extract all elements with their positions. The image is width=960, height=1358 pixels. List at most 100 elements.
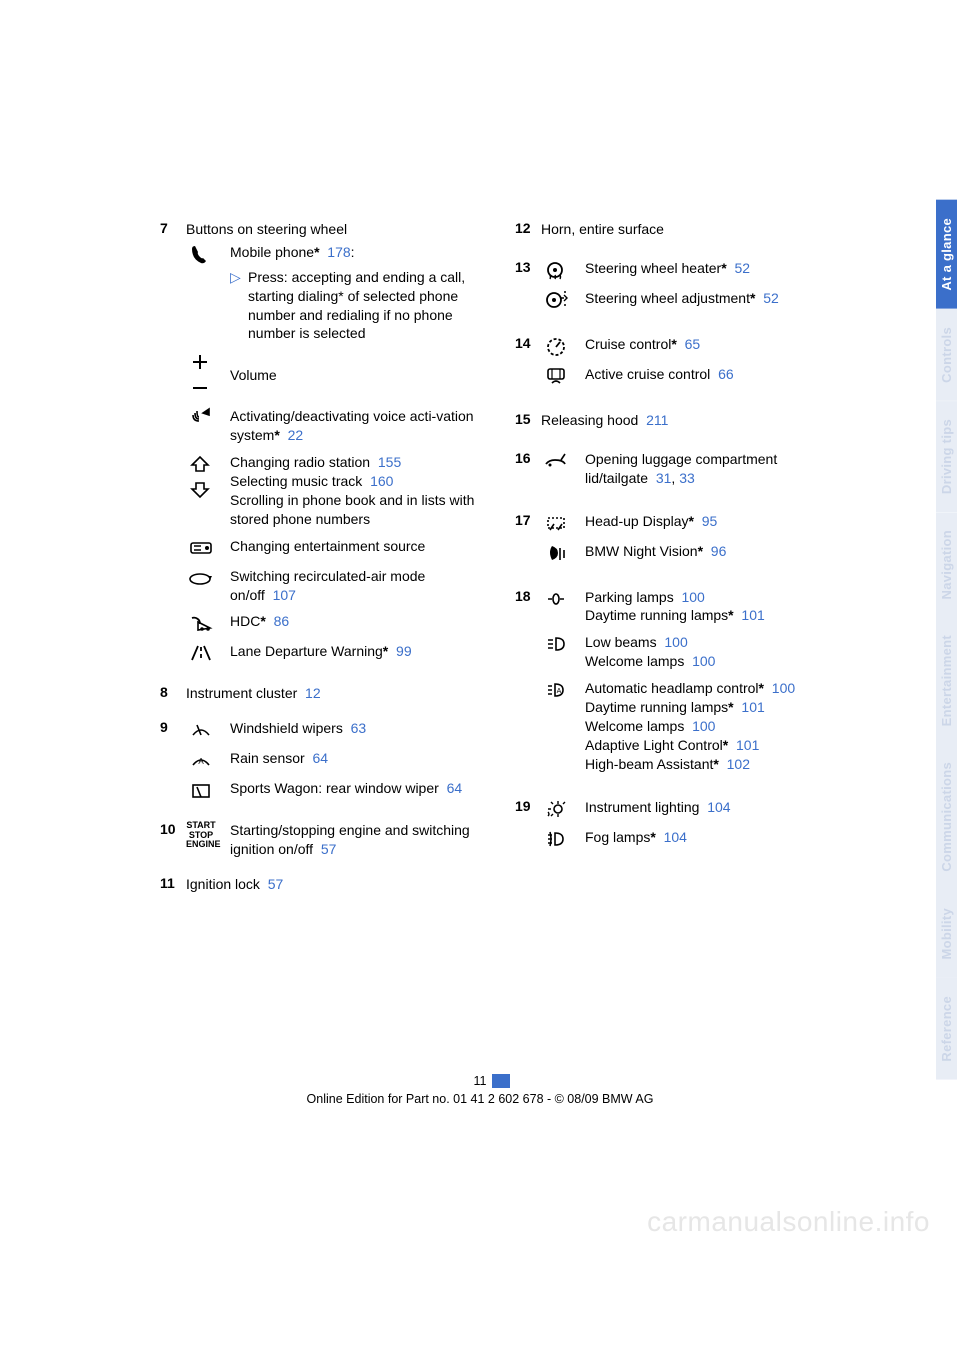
page-ref[interactable]: 178: [327, 244, 350, 260]
steering-heater-icon: [541, 259, 571, 281]
active-cruise-desc: Active cruise control 66: [585, 365, 850, 384]
left-column: 7 Buttons on steering wheel Mobile phone…: [160, 220, 495, 906]
rear-wiper-icon: [186, 779, 216, 801]
page-ref[interactable]: 95: [702, 513, 718, 529]
entry-number: 11: [160, 875, 186, 898]
hdc-icon: [186, 612, 216, 634]
entry-17: 17 Head-up Display* 95 BMW Night Vision*…: [515, 512, 850, 572]
page-ref[interactable]: 86: [274, 613, 290, 629]
page-ref[interactable]: 101: [736, 737, 759, 753]
page-ref[interactable]: 100: [681, 589, 704, 605]
lane-icon: [186, 642, 216, 664]
night-vision-icon: [541, 542, 571, 564]
page-footer: 11 Online Edition for Part no. 01 41 2 6…: [0, 1074, 960, 1106]
cruise-icon: [541, 335, 571, 357]
page-ref[interactable]: 104: [707, 799, 730, 815]
watermark: carmanualsonline.info: [647, 1206, 930, 1238]
night-vision-desc: BMW Night Vision* 96: [585, 542, 850, 561]
page-ref[interactable]: 99: [396, 643, 412, 659]
page-ref[interactable]: 211: [646, 412, 668, 428]
voice-icon: [186, 407, 216, 429]
trunk-desc: Opening luggage compartment lid/tailgate…: [585, 450, 850, 488]
page-ref[interactable]: 33: [679, 470, 695, 486]
page-ref[interactable]: 64: [447, 780, 463, 796]
entry-number: 16: [515, 450, 541, 496]
instrument-lighting-desc: Instrument lighting 104: [585, 798, 850, 817]
page-ref[interactable]: 155: [378, 454, 401, 470]
page-ref[interactable]: 22: [288, 427, 304, 443]
page-ref[interactable]: 96: [711, 543, 727, 559]
section-tab[interactable]: Entertainment: [936, 617, 957, 744]
page-ref[interactable]: 65: [685, 336, 701, 352]
entry-number: 15: [515, 411, 541, 434]
parking-lamps-icon: [541, 588, 571, 610]
voice-desc: Activating/deactivating voice acti-vatio…: [230, 407, 495, 445]
ignition-lock-desc: Ignition lock 57: [186, 875, 495, 894]
hdc-desc: HDC* 86: [230, 612, 495, 631]
low-beam-icon: [541, 633, 571, 655]
active-cruise-icon: [541, 365, 571, 387]
page-number-bar: [492, 1074, 510, 1088]
section-tab[interactable]: Driving tips: [936, 401, 957, 512]
entry-number: 10: [160, 821, 186, 867]
page-ref[interactable]: 100: [692, 653, 715, 669]
entry-number: 19: [515, 798, 541, 858]
page-number: 11: [474, 1074, 487, 1088]
entry-8: 8 Instrument cluster 12: [160, 684, 495, 707]
section-tab[interactable]: Reference: [936, 978, 957, 1080]
page-ref[interactable]: 160: [370, 473, 393, 489]
page-ref[interactable]: 57: [321, 841, 337, 857]
parking-lamps-desc: Parking lamps 100 Daytime running lamps*…: [585, 588, 850, 626]
page-ref[interactable]: 101: [741, 607, 764, 623]
recirc-desc: Switching recirculated-air mode on/off 1…: [230, 567, 495, 605]
sw-adjust-desc: Steering wheel adjustment* 52: [585, 289, 850, 308]
page-ref[interactable]: 107: [273, 587, 296, 603]
page-ref[interactable]: 12: [305, 685, 321, 701]
section-tab[interactable]: At a glance: [936, 200, 957, 309]
entry-number: 18: [515, 588, 541, 782]
entry-9: 9 Windshield wipers 63 Rain sensor 64: [160, 719, 495, 809]
auto-headlamp-desc: Automatic headlamp control* 100 Daytime …: [585, 679, 850, 773]
entry-15: 15 Releasing hood 211: [515, 411, 850, 434]
page-ref[interactable]: 31: [656, 470, 672, 486]
page-ref[interactable]: 57: [268, 876, 284, 892]
page-ref[interactable]: 100: [772, 680, 795, 696]
section-tab[interactable]: Mobility: [936, 890, 957, 978]
page-ref[interactable]: 64: [312, 750, 328, 766]
page-ref[interactable]: 101: [741, 699, 764, 715]
auto-headlamp-icon: [541, 679, 571, 701]
section-tab[interactable]: Controls: [936, 309, 957, 401]
start-stop-desc: Starting/stopping engine and switching i…: [230, 821, 495, 859]
minus-icon: [186, 377, 216, 399]
edition-line: Online Edition for Part no. 01 41 2 602 …: [0, 1092, 960, 1106]
page-ref[interactable]: 52: [734, 260, 750, 276]
entry-19: 19 Instrument lighting 104 Fog lamps* 10…: [515, 798, 850, 858]
page-ref[interactable]: 66: [718, 366, 734, 382]
hud-desc: Head-up Display* 95: [585, 512, 850, 531]
entry-12: 12 Horn, entire surface: [515, 220, 850, 243]
steering-adjust-icon: [541, 289, 571, 311]
rain-sensor-icon: [186, 749, 216, 771]
page-ref[interactable]: 102: [727, 756, 750, 772]
entry-title: Buttons on steering wheel: [186, 220, 495, 239]
section-tabs: At a glanceControlsDriving tipsNavigatio…: [936, 200, 960, 1079]
plus-icon: [186, 351, 216, 373]
instrument-lighting-icon: [541, 798, 571, 820]
section-tab[interactable]: Communications: [936, 744, 957, 890]
section-tab[interactable]: Navigation: [936, 512, 957, 617]
entry-number: 14: [515, 335, 541, 395]
page-ref[interactable]: 100: [664, 634, 687, 650]
updown-desc: Changing radio station 155 Selecting mus…: [230, 453, 495, 529]
lane-desc: Lane Departure Warning* 99: [230, 642, 495, 661]
mobile-phone-desc: Mobile phone* 178: ▷ Press: accepting an…: [230, 243, 495, 343]
page-ref[interactable]: 63: [351, 720, 367, 736]
page-ref[interactable]: 52: [763, 290, 779, 306]
page-ref[interactable]: 104: [664, 829, 687, 845]
horn-desc: Horn, entire surface: [541, 220, 850, 239]
entry-number: 13: [515, 259, 541, 319]
entry-number: 17: [515, 512, 541, 572]
sw-heater-desc: Steering wheel heater* 52: [585, 259, 850, 278]
page-content: 7 Buttons on steering wheel Mobile phone…: [160, 220, 850, 906]
entry-13: 13 Steering wheel heater* 52 Steering wh…: [515, 259, 850, 319]
page-ref[interactable]: 100: [692, 718, 715, 734]
